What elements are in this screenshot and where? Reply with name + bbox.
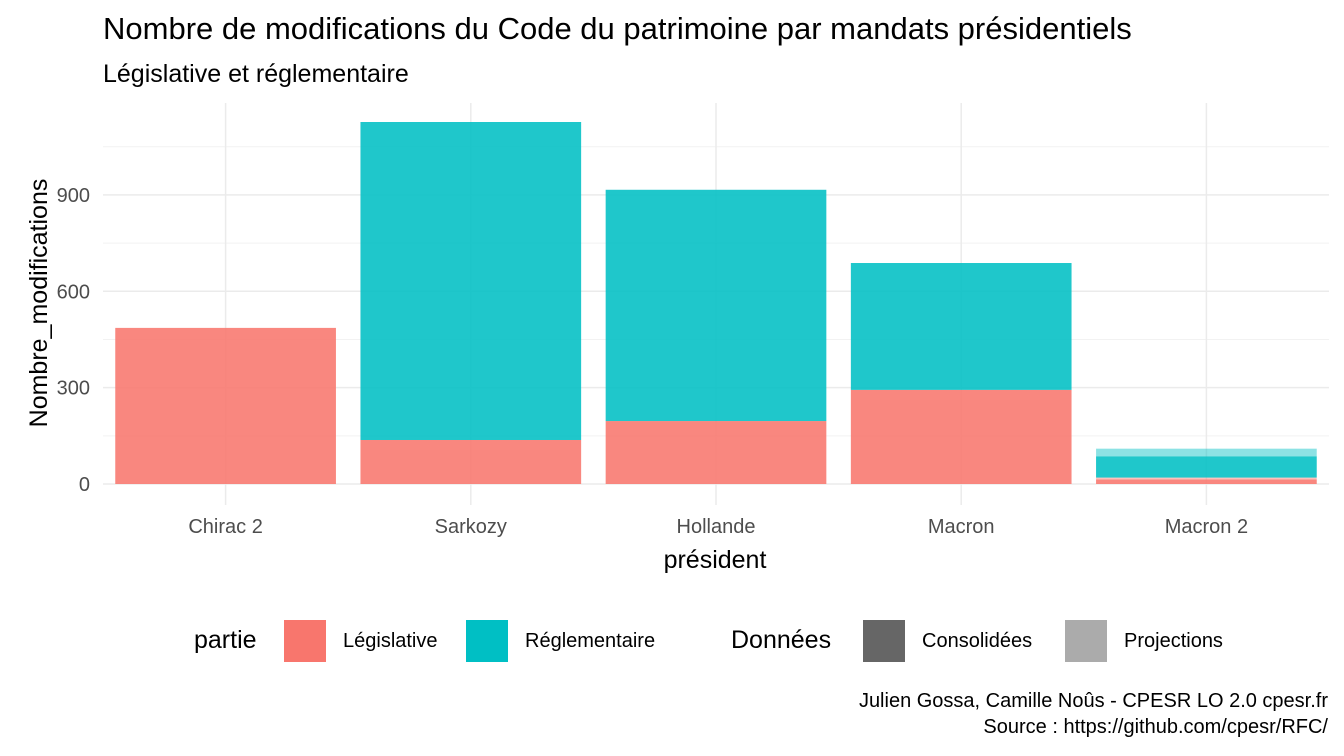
bar-hollande-réglementaire — [605, 189, 827, 422]
bar-macron-2-réglementaire — [1096, 456, 1317, 478]
x-tick-label: Macron 2 — [1165, 516, 1248, 538]
x-tick-label: Macron — [928, 516, 995, 538]
bar-macron-2-législative — [1096, 479, 1317, 484]
bar-hollande-législative — [605, 421, 827, 484]
y-axis-ticks: 0 300 600 900 — [57, 185, 90, 496]
legend-label-consolidees: Consolidées — [922, 630, 1033, 652]
bar-chart: 0 300 600 900 Chirac 2 Sarkozy Hollande Macron… — [25, 103, 1329, 574]
legend-label-projections: Projections — [1124, 630, 1223, 652]
caption-authors: Julien Gossa, Camille Noûs - CPESR LO 2.… — [858, 690, 1328, 712]
y-axis-label: Nombre_modifications — [25, 179, 53, 428]
bar-sarkozy-réglementaire — [360, 122, 582, 440]
bar-macron-législative — [850, 389, 1072, 484]
legend-label-reglementaire: Réglementaire — [525, 630, 656, 652]
legend-title-donnees: Données — [731, 626, 832, 654]
caption: Julien Gossa, Camille Noûs - CPESR LO 2.… — [859, 688, 1328, 740]
y-tick-label: 600 — [57, 281, 90, 303]
legend-key-consolidees — [863, 620, 905, 662]
legend-key-reglementaire — [466, 620, 508, 662]
legend-title-partie: partie — [194, 626, 257, 654]
x-tick-label: Chirac 2 — [188, 516, 262, 538]
x-axis-label: président — [664, 546, 767, 574]
chart-subtitle: Législative et réglementaire — [103, 60, 409, 88]
y-tick-label: 300 — [57, 378, 90, 400]
x-tick-label: Hollande — [677, 516, 756, 538]
bar-macron-réglementaire — [850, 263, 1072, 390]
x-tick-label: Sarkozy — [435, 516, 507, 538]
bar-projection-macron-2-réglementaire — [1096, 448, 1317, 457]
chart-title: Nombre de modifications du Code du patri… — [103, 11, 1132, 46]
legend-key-legislative — [284, 620, 326, 662]
legend-label-legislative: Législative — [343, 630, 438, 652]
bar-projection-macron-2-législative — [1096, 477, 1317, 480]
bars — [115, 122, 1317, 484]
legend-key-projections — [1065, 620, 1107, 662]
bar-sarkozy-législative — [360, 439, 582, 484]
bar-chirac-2-législative — [115, 327, 336, 484]
x-axis-ticks: Chirac 2 Sarkozy Hollande Macron Macron 2 — [188, 516, 1248, 538]
caption-source: Source : https://github.com/cpesr/RFC/ — [983, 716, 1328, 738]
y-tick-label: 900 — [57, 185, 90, 207]
y-tick-label: 0 — [79, 474, 90, 496]
